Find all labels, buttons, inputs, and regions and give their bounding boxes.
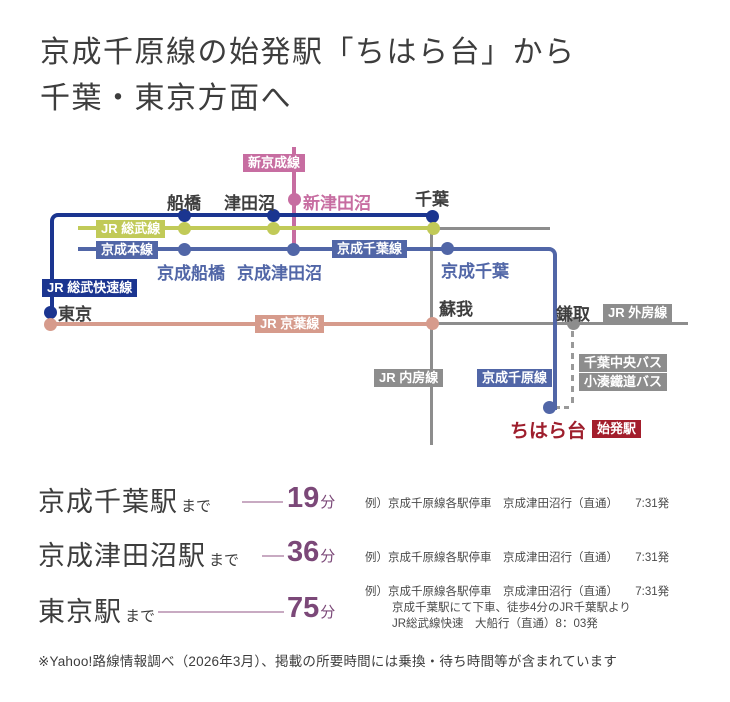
- time-value-1: 19 分: [287, 482, 335, 515]
- jr-keiyo-line: [50, 322, 434, 326]
- time-row-keisei-tsudanuma: 京成津田沼駅 まで: [38, 534, 239, 573]
- dot-chiba: [426, 210, 439, 223]
- station-funabashi: 船橋: [167, 194, 201, 213]
- time-dash-1: [242, 501, 283, 503]
- dot-funabashi: [178, 209, 191, 222]
- dot-tokyo: [44, 306, 57, 319]
- bus-connection-dashed-horizontal: [555, 406, 571, 409]
- example-line: JR総武線快速 大船行（直通）8：03発: [392, 618, 598, 630]
- label-kominato-bus: 小湊鐵道バス: [579, 373, 668, 391]
- keisei-line-path: [78, 247, 557, 410]
- time-station-name: 東京駅: [38, 597, 122, 627]
- dot-tokyo-keiyo: [44, 318, 57, 331]
- time-suffix: まで: [125, 608, 156, 625]
- time-unit: 分: [320, 604, 336, 621]
- station-keisei-tsudanuma: 京成津田沼: [237, 264, 322, 283]
- label-chiba-chuo-bus: 千葉中央バス: [579, 354, 668, 372]
- label-jr-sobu-rapid-line: JR 総武快速線: [42, 279, 138, 297]
- label-jr-uchibo-line: JR 内房線: [374, 369, 444, 387]
- page-title-line2: 千葉・東京方面へ: [40, 82, 292, 115]
- label-keisei-chiba-line: 京成千葉線: [332, 240, 408, 258]
- time-unit: 分: [320, 548, 336, 565]
- time-minutes: 75: [287, 592, 320, 624]
- example-line: 例）京成千原線各駅停車 京成津田沼行（直通） 7:31発: [365, 498, 670, 510]
- time-dash-3: [158, 611, 284, 613]
- dot-chiharadai: [543, 401, 556, 414]
- dot-keisei-tsudanuma: [287, 243, 300, 256]
- dot-keisei-funabashi: [178, 243, 191, 256]
- example-route-2: 例）京成千原線各駅停車 京成津田沼行（直通） 7:31発: [365, 550, 669, 566]
- label-jr-sobu-line: JR 総武線: [96, 220, 166, 238]
- jr-sobu-line: [78, 226, 434, 230]
- example-line: 例）京成千原線各駅停車 京成津田沼行（直通） 7:31発: [365, 552, 670, 564]
- station-kamatori: 鎌取: [556, 305, 590, 324]
- station-tsudanuma: 津田沼: [224, 194, 275, 213]
- label-jr-keiyo-line: JR 京葉線: [255, 315, 325, 333]
- dot-chiba-sobu: [427, 222, 440, 235]
- example-route-1: 例）京成千原線各駅停車 京成津田沼行（直通） 7:31発: [365, 496, 669, 512]
- dot-shin-tsudanuma: [288, 193, 301, 206]
- label-keisei-chihara-line: 京成千原線: [477, 369, 553, 387]
- bus-connection-dashed-vertical: [571, 331, 574, 403]
- dot-soga: [426, 317, 439, 330]
- time-value-2: 36 分: [287, 536, 335, 569]
- time-suffix: まで: [181, 498, 212, 515]
- station-soga: 蘇我: [439, 300, 473, 319]
- station-chiba: 千葉: [415, 190, 449, 209]
- label-jr-sotobo-line: JR 外房線: [603, 304, 673, 322]
- time-value-3: 75 分: [287, 592, 335, 625]
- jr-sobu-rapid-line: [50, 213, 436, 316]
- time-unit: 分: [320, 494, 336, 511]
- source-note: ※Yahoo!路線情報調べ（2026年3月）、掲載の所要時間には乗換・待ち時間等…: [38, 654, 618, 669]
- station-chiharadai: ちはら台: [510, 421, 587, 442]
- jr-uchibo-line: [430, 230, 433, 445]
- station-tokyo: 東京: [58, 305, 92, 324]
- dot-tsudanuma-sobu: [267, 222, 280, 235]
- time-minutes: 19: [287, 482, 320, 514]
- station-keisei-chiba: 京成千葉: [441, 262, 509, 281]
- jr-sotobo-line: [432, 322, 688, 325]
- time-dash-2: [262, 555, 284, 557]
- time-suffix: まで: [209, 552, 240, 569]
- time-station-name: 京成津田沼駅: [38, 541, 206, 571]
- label-keisei-main-line: 京成本線: [96, 241, 159, 259]
- time-row-keisei-chiba: 京成千葉駅 まで: [38, 480, 211, 519]
- example-line: 京成千葉駅にて下車、徒歩4分のJR千葉駅より: [392, 602, 631, 614]
- dot-kamatori: [567, 317, 580, 330]
- jr-line-east-of-chiba: [434, 227, 550, 230]
- station-shin-tsudanuma: 新津田沼: [303, 194, 371, 213]
- time-row-tokyo: 東京駅 まで: [38, 590, 155, 629]
- label-shinkeisei-line: 新京成線: [243, 154, 306, 172]
- time-minutes: 36: [287, 536, 320, 568]
- badge-terminal-station: 始発駅: [592, 420, 642, 438]
- dot-funabashi-sobu: [178, 222, 191, 235]
- dot-keisei-chiba: [441, 242, 454, 255]
- time-station-name: 京成千葉駅: [38, 487, 178, 517]
- page-title-line1: 京成千原線の始発駅「ちはら台」から: [40, 36, 576, 69]
- example-route-3: 例）京成千原線各駅停車 京成津田沼行（直通） 7:31発 京成千葉駅にて下車、徒…: [365, 584, 669, 632]
- example-line: 例）京成千原線各駅停車 京成津田沼行（直通） 7:31発: [365, 586, 670, 598]
- station-keisei-funabashi: 京成船橋: [157, 264, 225, 283]
- dot-tsudanuma: [267, 209, 280, 222]
